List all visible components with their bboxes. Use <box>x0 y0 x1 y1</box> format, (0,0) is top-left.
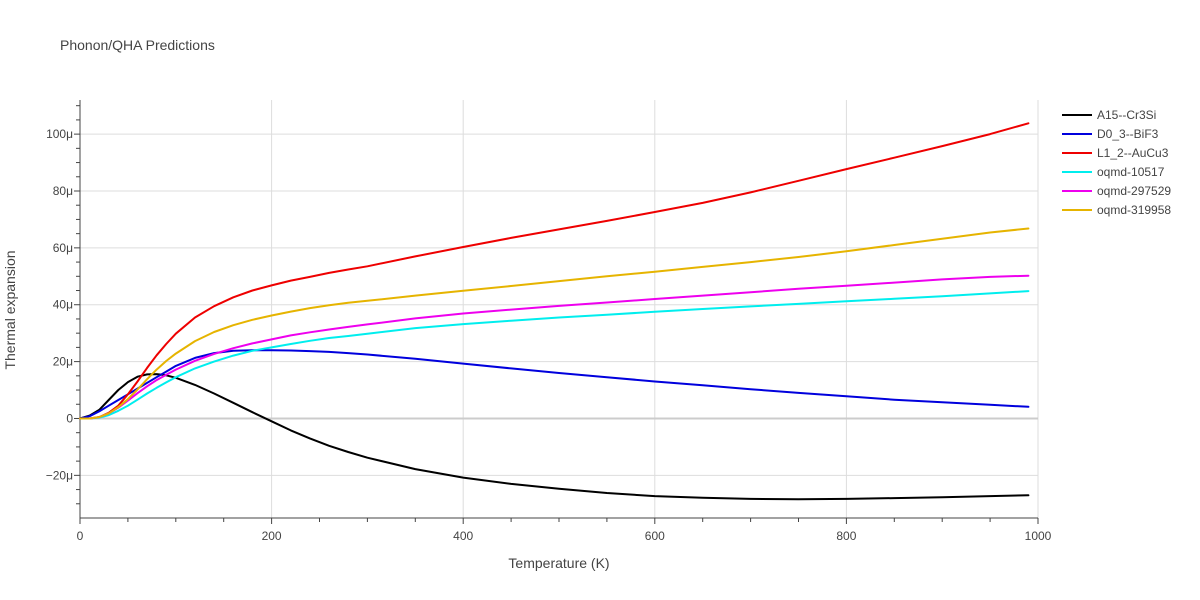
y-tick-label: 100μ <box>46 127 73 141</box>
axes <box>74 100 1039 524</box>
x-tick-label: 400 <box>453 529 473 543</box>
y-tick-label: 40μ <box>53 298 73 312</box>
y-tick-label: −20μ <box>46 468 73 482</box>
chart-title: Phonon/QHA Predictions <box>60 37 215 53</box>
x-tick-label: 0 <box>77 529 84 543</box>
x-tick-label: 1000 <box>1025 529 1052 543</box>
series-line-oqmd-319958 <box>79 227 1030 420</box>
plot-area <box>79 122 1030 501</box>
x-tick-label: 800 <box>836 529 856 543</box>
legend-label: A15--Cr3Si <box>1097 108 1156 122</box>
y-tick-label: 60μ <box>53 241 73 255</box>
legend-label: oqmd-297529 <box>1097 184 1171 198</box>
legend: A15--Cr3Si D0_3--BiF3 L1_2--AuCu3 oqmd-1051… <box>1062 108 1171 217</box>
y-axis-title: Thermal expansion <box>2 250 18 369</box>
series-line-l1-2-aucu3 <box>79 122 1030 420</box>
series-line-d0-3-bif3 <box>79 349 1030 420</box>
series-line-oqmd-10517 <box>79 290 1030 420</box>
legend-label: D0_3--BiF3 <box>1097 127 1159 141</box>
series-line-a15-cr3si <box>79 373 1030 501</box>
series-line-oqmd-297529 <box>79 274 1030 420</box>
legend-label: oqmd-319958 <box>1097 203 1171 217</box>
x-axis-title: Temperature (K) <box>508 555 609 571</box>
y-tick-label: 20μ <box>53 355 73 369</box>
y-tick-label: 0 <box>66 411 73 425</box>
legend-label: oqmd-10517 <box>1097 165 1165 179</box>
tick-labels: 0 200 400 600 800 1000 −20μ 0 20μ 40μ 60μ 80μ 100μ <box>46 127 1052 543</box>
x-tick-label: 200 <box>262 529 282 543</box>
x-tick-label: 600 <box>645 529 665 543</box>
y-tick-label: 80μ <box>53 184 73 198</box>
legend-label: L1_2--AuCu3 <box>1097 146 1169 160</box>
